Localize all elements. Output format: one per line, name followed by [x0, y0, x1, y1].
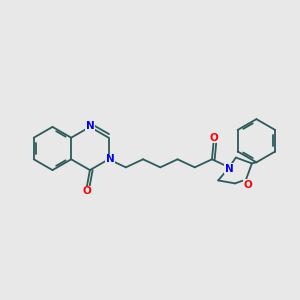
Text: N: N	[225, 164, 234, 174]
Text: N: N	[106, 154, 115, 164]
Text: N: N	[85, 121, 94, 131]
Text: O: O	[209, 133, 218, 143]
Text: O: O	[243, 180, 252, 190]
Text: O: O	[82, 186, 91, 197]
